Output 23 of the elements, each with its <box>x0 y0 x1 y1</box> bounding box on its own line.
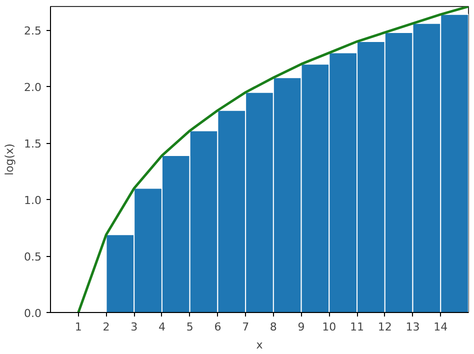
x-tick-label: 10 <box>322 320 336 334</box>
x-tick-label: 2 <box>102 320 110 334</box>
y-tick-label: 1.0 <box>24 194 42 208</box>
x-tick-label: 12 <box>378 320 392 334</box>
x-tick-label: 11 <box>350 320 364 334</box>
y-axis-title: log(x) <box>3 144 16 176</box>
y-tick-label: 0.5 <box>24 250 42 264</box>
y-tick-label: 1.5 <box>24 138 42 151</box>
x-tick-label: 4 <box>158 320 166 334</box>
x-tick-label: 13 <box>406 320 420 334</box>
y-tick-label: 2.5 <box>24 24 42 38</box>
y-tick-label: 2.0 <box>24 81 42 94</box>
x-tick-label: 1 <box>74 320 82 334</box>
x-axis-title: x <box>256 338 264 352</box>
x-tick-label: 9 <box>298 320 305 334</box>
x-tick-label: 8 <box>270 320 277 334</box>
x-tick-label: 14 <box>434 320 448 334</box>
x-tick-label: 6 <box>214 320 222 334</box>
x-tick-label: 5 <box>186 320 194 334</box>
y-tick-label: 0.0 <box>24 307 42 320</box>
line-series <box>77 6 468 312</box>
x-tick-label: 3 <box>130 320 138 334</box>
x-tick-label: 7 <box>242 320 250 334</box>
